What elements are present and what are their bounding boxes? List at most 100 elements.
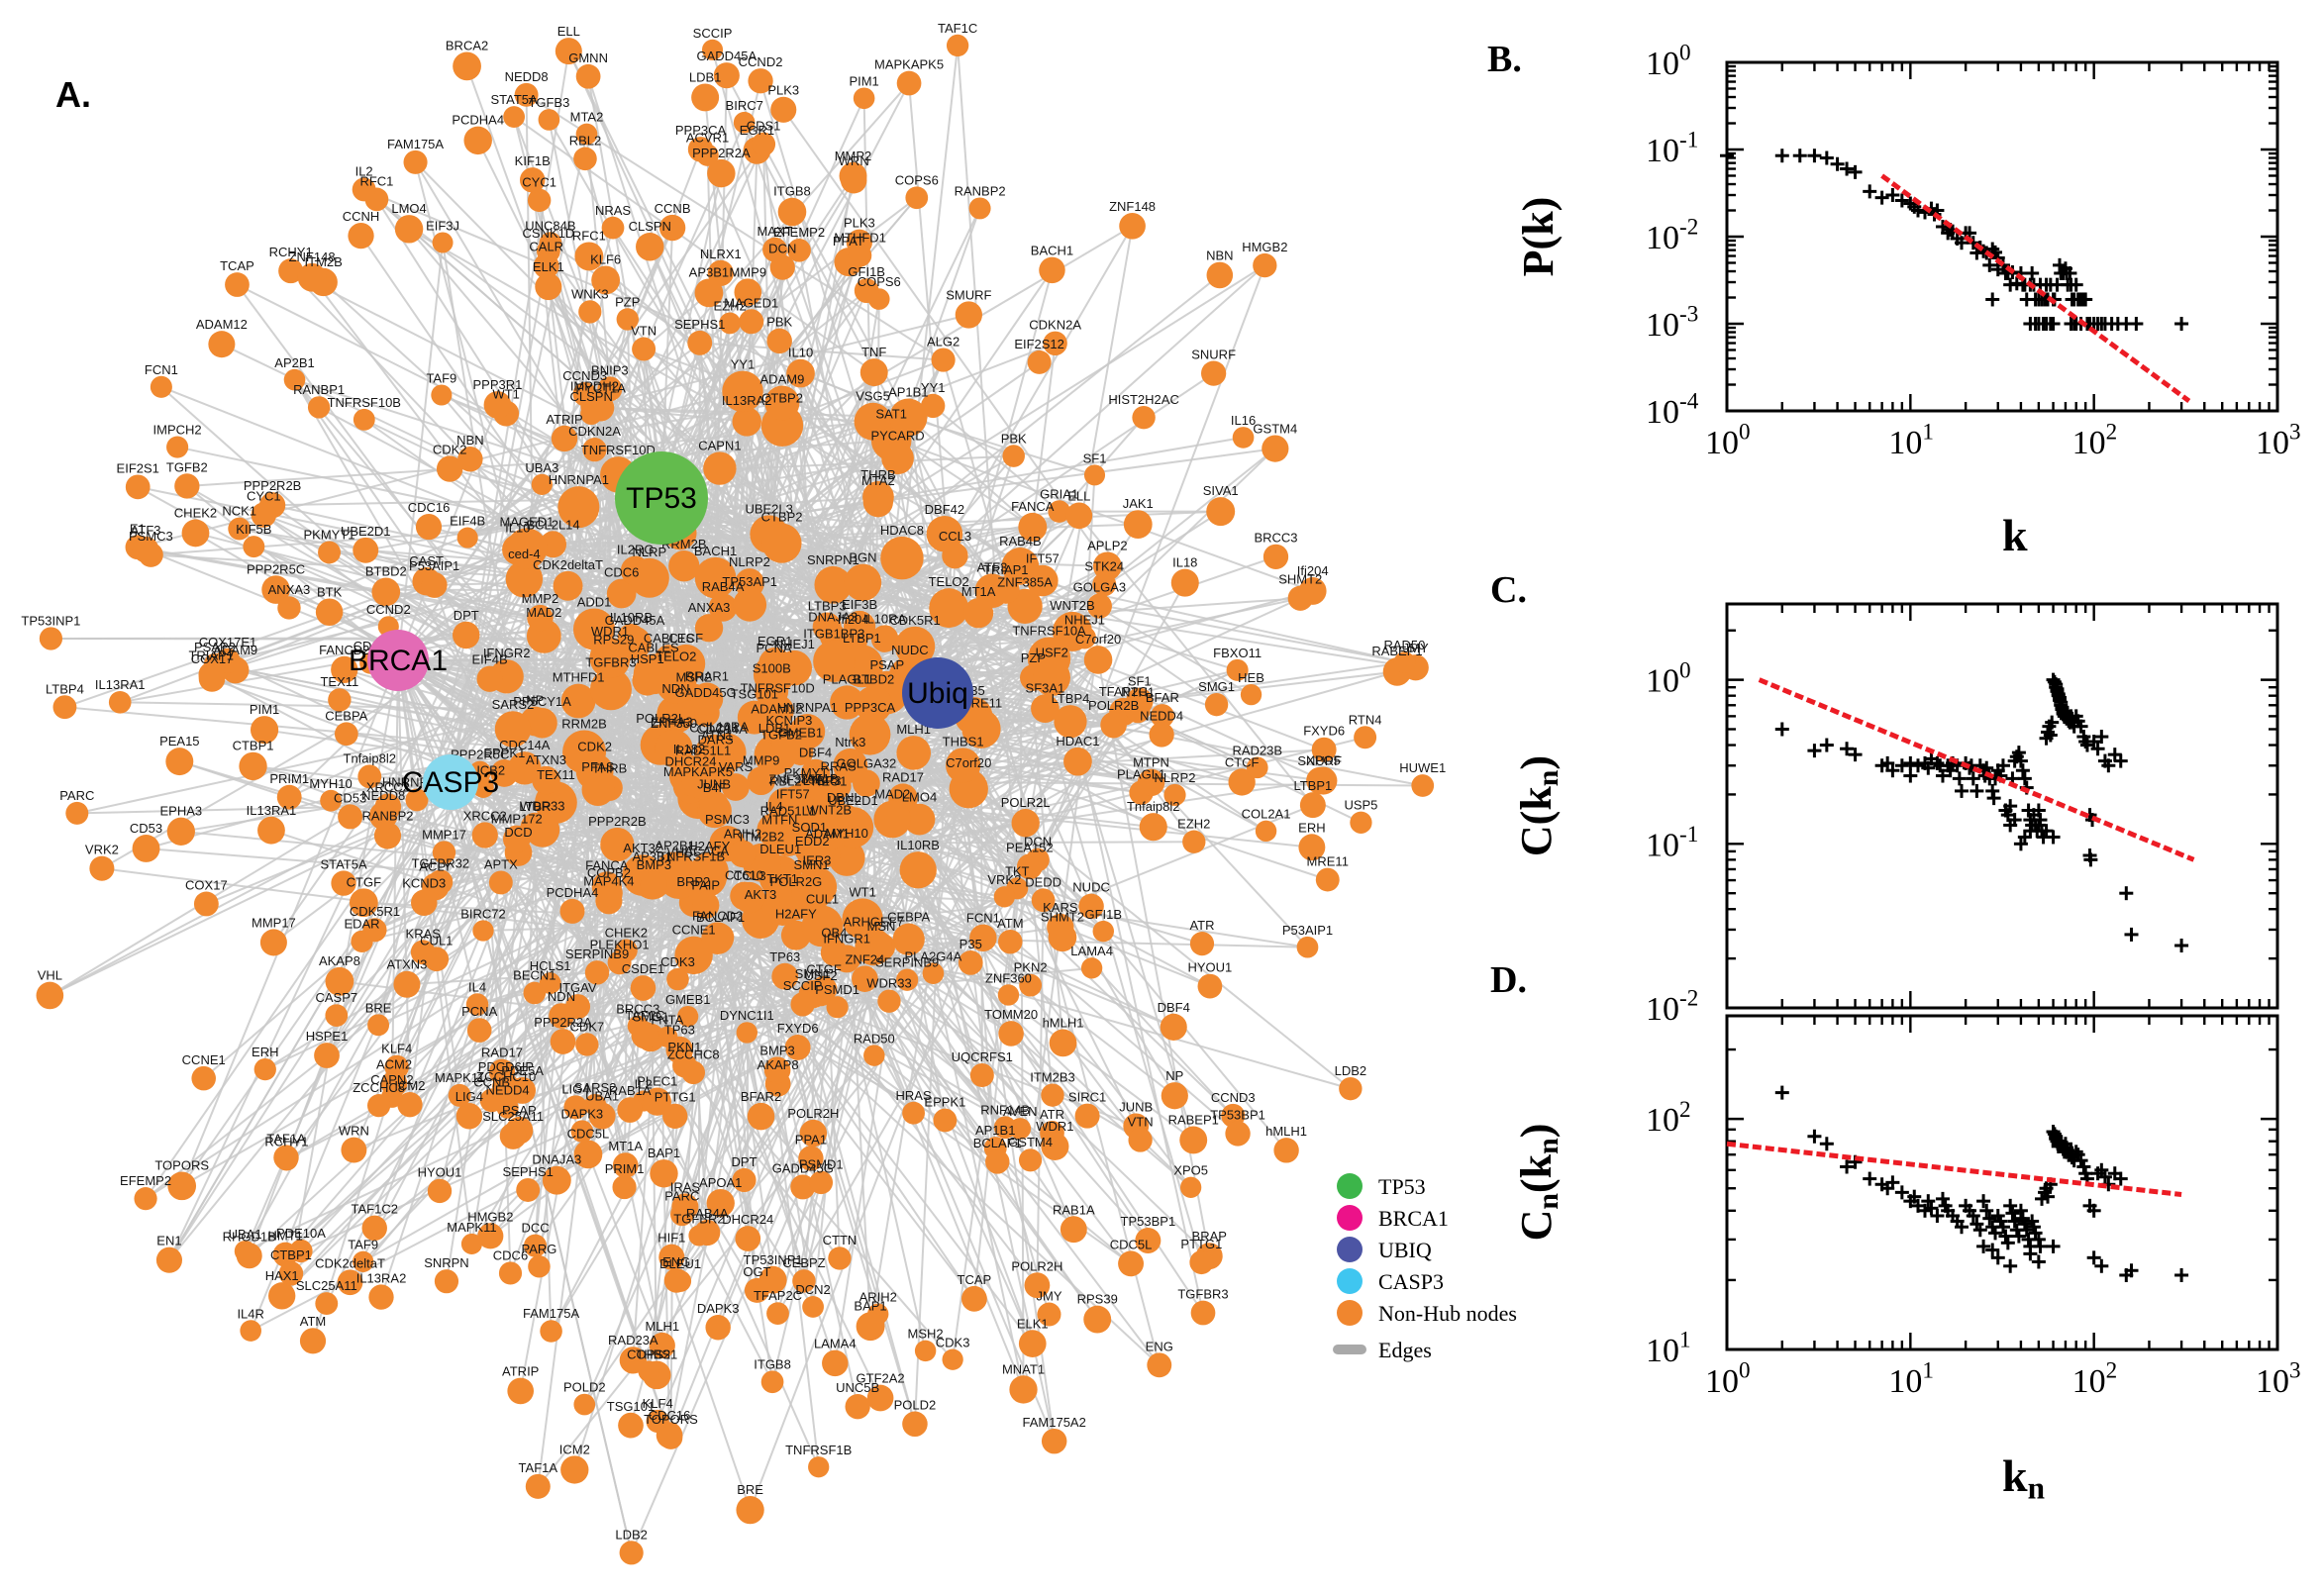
network-node — [870, 625, 899, 652]
network-node-label: PLAGL1 — [823, 671, 871, 686]
network-node-label: JUNB — [697, 777, 731, 792]
network-node-label: TP53BP1 — [1210, 1107, 1265, 1122]
network-node — [108, 690, 132, 714]
legend-item: BRCA1 — [1337, 1205, 1449, 1231]
network-node-label: NDN — [661, 681, 689, 696]
network-node-label: WDR33 — [866, 976, 912, 991]
network-node — [1311, 737, 1337, 762]
legend-swatch-icon — [1337, 1300, 1363, 1326]
network-node — [198, 665, 226, 692]
network-node-label: CLSPN — [570, 389, 613, 404]
network-node-label: PZP — [615, 294, 640, 309]
network-node-label: CDC16 — [649, 1408, 691, 1423]
network-node-label: ADAM12 — [751, 701, 802, 716]
network-node-label: HRAS — [896, 1088, 932, 1103]
network-node — [958, 950, 983, 975]
network-node-label: GOLGA32 — [837, 755, 897, 770]
network-node-label: AP1B1 — [975, 1123, 1015, 1138]
network-node-label: IER3 — [802, 853, 831, 868]
network-node — [575, 63, 601, 89]
network-node-label: RTN4 — [1349, 712, 1382, 727]
network-node-label: DCN — [1024, 835, 1052, 849]
network-node-label: HCLS1 — [530, 958, 571, 973]
network-node-label: ATF3 — [131, 523, 161, 538]
network-node — [352, 177, 376, 202]
network-node — [1226, 658, 1249, 681]
network-node-label: BCL2L14 — [526, 517, 579, 532]
network-node-label: PDE10A — [276, 1226, 326, 1241]
network-node-label: ITGAV — [559, 980, 597, 995]
network-node-label: CAPN1 — [698, 438, 741, 452]
network-node-label: MLH1 — [645, 1319, 679, 1334]
network-node — [371, 577, 401, 607]
legend-item: UBIQ — [1337, 1237, 1432, 1262]
network-node — [1228, 768, 1256, 796]
network-node-label: EIF2S12 — [1014, 337, 1064, 351]
network-node-label: RCHY1 — [264, 1134, 308, 1148]
network-node — [1201, 360, 1227, 386]
scatter-points — [1774, 672, 2189, 953]
network-node-label: EZH2 — [714, 299, 747, 314]
network-node-label: ZNF24 — [845, 951, 884, 966]
network-node-label: PAIP — [691, 878, 720, 893]
network-node — [315, 598, 344, 627]
network-node — [853, 87, 875, 110]
network-node — [331, 870, 356, 896]
network-node-label: ATXN3 — [386, 957, 427, 972]
network-node — [946, 34, 969, 57]
network-node-label: MAD2 — [874, 787, 910, 802]
y-tick-label: 10-4 — [1646, 389, 1699, 431]
network-node-label: PBK — [1001, 431, 1027, 446]
network-node-label: PLK3 — [844, 216, 875, 231]
network-node-label: PSMC3 — [129, 529, 173, 544]
network-node — [1063, 747, 1092, 776]
panel-c-label: C. — [1490, 569, 1527, 611]
network-node — [367, 1094, 391, 1118]
network-node — [367, 1014, 390, 1037]
network-node — [457, 447, 483, 472]
network-node — [859, 358, 888, 387]
x-tick-label: 101 — [1888, 420, 1934, 461]
network-node-label: LIG4 — [455, 1089, 483, 1104]
network-node-label: CEBPA — [325, 708, 367, 723]
network-node-label: TOMM20 — [984, 1007, 1038, 1022]
network-node-label: PTTG1 — [1180, 1237, 1222, 1251]
network-node — [1080, 957, 1103, 979]
network-node — [762, 237, 787, 262]
x-tick-label: 102 — [2072, 420, 2118, 461]
network-node — [503, 106, 526, 128]
network-node — [658, 1244, 685, 1270]
network-node-label: RHGD1B — [223, 1229, 276, 1244]
network-node — [573, 1393, 596, 1416]
network-node-label: DHCR24 — [722, 1212, 773, 1227]
network-node-label: GSTM4 — [1008, 1135, 1053, 1149]
network-graph: USF2 ICM2 CDC6 COPS6 SCCIP CCNB CDK3 CCND2 WDR33… — [21, 21, 1446, 1565]
network-node — [735, 1226, 761, 1251]
network-node — [755, 674, 789, 709]
network-node-label: EFEMP2 — [773, 225, 825, 240]
network-node-label: GADD45G — [772, 1160, 834, 1175]
legend-item: TP53 — [1337, 1173, 1426, 1199]
network-node-label: AKT32 — [623, 841, 662, 855]
network-node — [1060, 1216, 1087, 1244]
network-node — [802, 1296, 824, 1318]
network-node-label: TAF1C2 — [352, 1202, 398, 1217]
network-node-label: FANCA — [585, 857, 629, 872]
network-node-label: ZNF385A — [768, 771, 824, 786]
network-node — [1411, 774, 1435, 797]
network-node — [261, 575, 290, 604]
network-node-label: BACH1 — [694, 544, 737, 558]
network-node — [1083, 1305, 1112, 1334]
network-node-label: TFAP2C — [754, 1288, 802, 1303]
network-node-label: LDB2 — [1335, 1063, 1367, 1078]
network-node — [694, 734, 734, 774]
network-node-label: DPT — [732, 1154, 758, 1169]
network-node — [1065, 502, 1093, 530]
legend-label: CASP3 — [1378, 1269, 1444, 1294]
network-node-label: IL13RA2 — [356, 1270, 407, 1285]
network-node-label: TAF1C — [625, 1008, 664, 1023]
network-node-label: PARG — [522, 1242, 557, 1256]
network-node-label: ZCCHC8 — [667, 1047, 720, 1062]
network-node — [1092, 920, 1115, 943]
network-node-label: LTBP4 — [46, 681, 84, 696]
